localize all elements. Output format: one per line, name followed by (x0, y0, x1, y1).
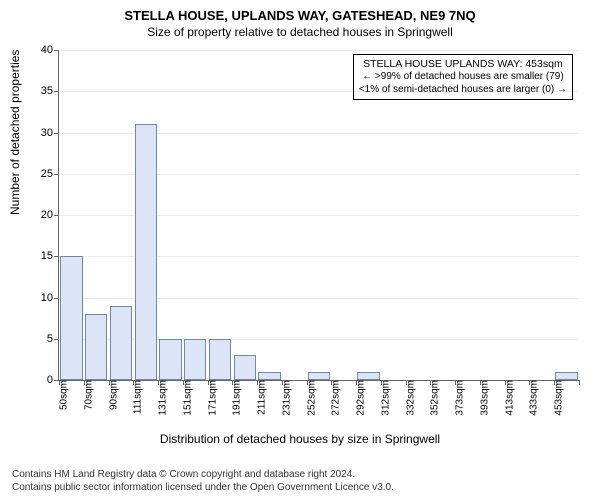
x-tick-label: 272sqm (329, 380, 342, 416)
bar (258, 372, 280, 380)
x-tick-label: 312sqm (378, 380, 391, 416)
x-tick-label: 252sqm (304, 380, 317, 416)
x-tick-label: 433sqm (527, 380, 540, 416)
x-tick-label: 413sqm (502, 380, 515, 416)
gridline (59, 50, 579, 51)
bar (110, 306, 132, 380)
plot-area: STELLA HOUSE UPLANDS WAY: 453sqm ← >99% … (58, 50, 579, 381)
x-tick-label: 171sqm (205, 380, 218, 416)
bar (85, 314, 107, 380)
x-tick-label: 453sqm (552, 380, 565, 416)
chart-container: STELLA HOUSE, UPLANDS WAY, GATESHEAD, NE… (0, 0, 600, 500)
bar (159, 339, 181, 380)
x-tick-label: 90sqm (106, 380, 119, 410)
x-tick-label: 111sqm (131, 380, 144, 414)
x-tick-label: 292sqm (354, 380, 367, 416)
bar (209, 339, 231, 380)
x-tick-label: 373sqm (453, 380, 466, 416)
chart-title: STELLA HOUSE, UPLANDS WAY, GATESHEAD, NE… (0, 0, 600, 23)
x-tick-label: 211sqm (255, 380, 268, 415)
gridline (59, 91, 579, 92)
bar (135, 124, 157, 380)
bar (60, 256, 82, 380)
annotation-line3: <1% of semi-detached houses are larger (… (359, 84, 567, 97)
footer-line2: Contains public sector information licen… (12, 481, 394, 494)
y-axis-label: Number of detached properties (8, 50, 22, 215)
footer: Contains HM Land Registry data © Crown c… (12, 468, 394, 494)
x-tick-label: 332sqm (403, 380, 416, 416)
x-tick-label: 231sqm (279, 380, 292, 416)
footer-line1: Contains HM Land Registry data © Crown c… (12, 468, 394, 481)
x-tick-label: 50sqm (57, 380, 70, 410)
x-tick-label: 131sqm (156, 380, 169, 416)
bar (308, 372, 330, 380)
bar (234, 355, 256, 380)
x-tick-label: 393sqm (477, 380, 490, 416)
x-tick-label: 70sqm (81, 380, 94, 410)
x-axis-label: Distribution of detached houses by size … (0, 432, 600, 446)
annotation-line1: STELLA HOUSE UPLANDS WAY: 453sqm (359, 58, 567, 71)
bar (184, 339, 206, 380)
bar (555, 372, 577, 380)
chart-subtitle: Size of property relative to detached ho… (0, 23, 600, 39)
x-tick-label: 352sqm (428, 380, 441, 416)
bar (357, 372, 379, 380)
annotation-line2: ← >99% of detached houses are smaller (7… (359, 71, 567, 84)
x-tick-mark (579, 380, 580, 385)
x-tick-label: 191sqm (230, 380, 243, 416)
annotation-box: STELLA HOUSE UPLANDS WAY: 453sqm ← >99% … (353, 54, 573, 100)
x-tick-label: 151sqm (180, 380, 193, 416)
